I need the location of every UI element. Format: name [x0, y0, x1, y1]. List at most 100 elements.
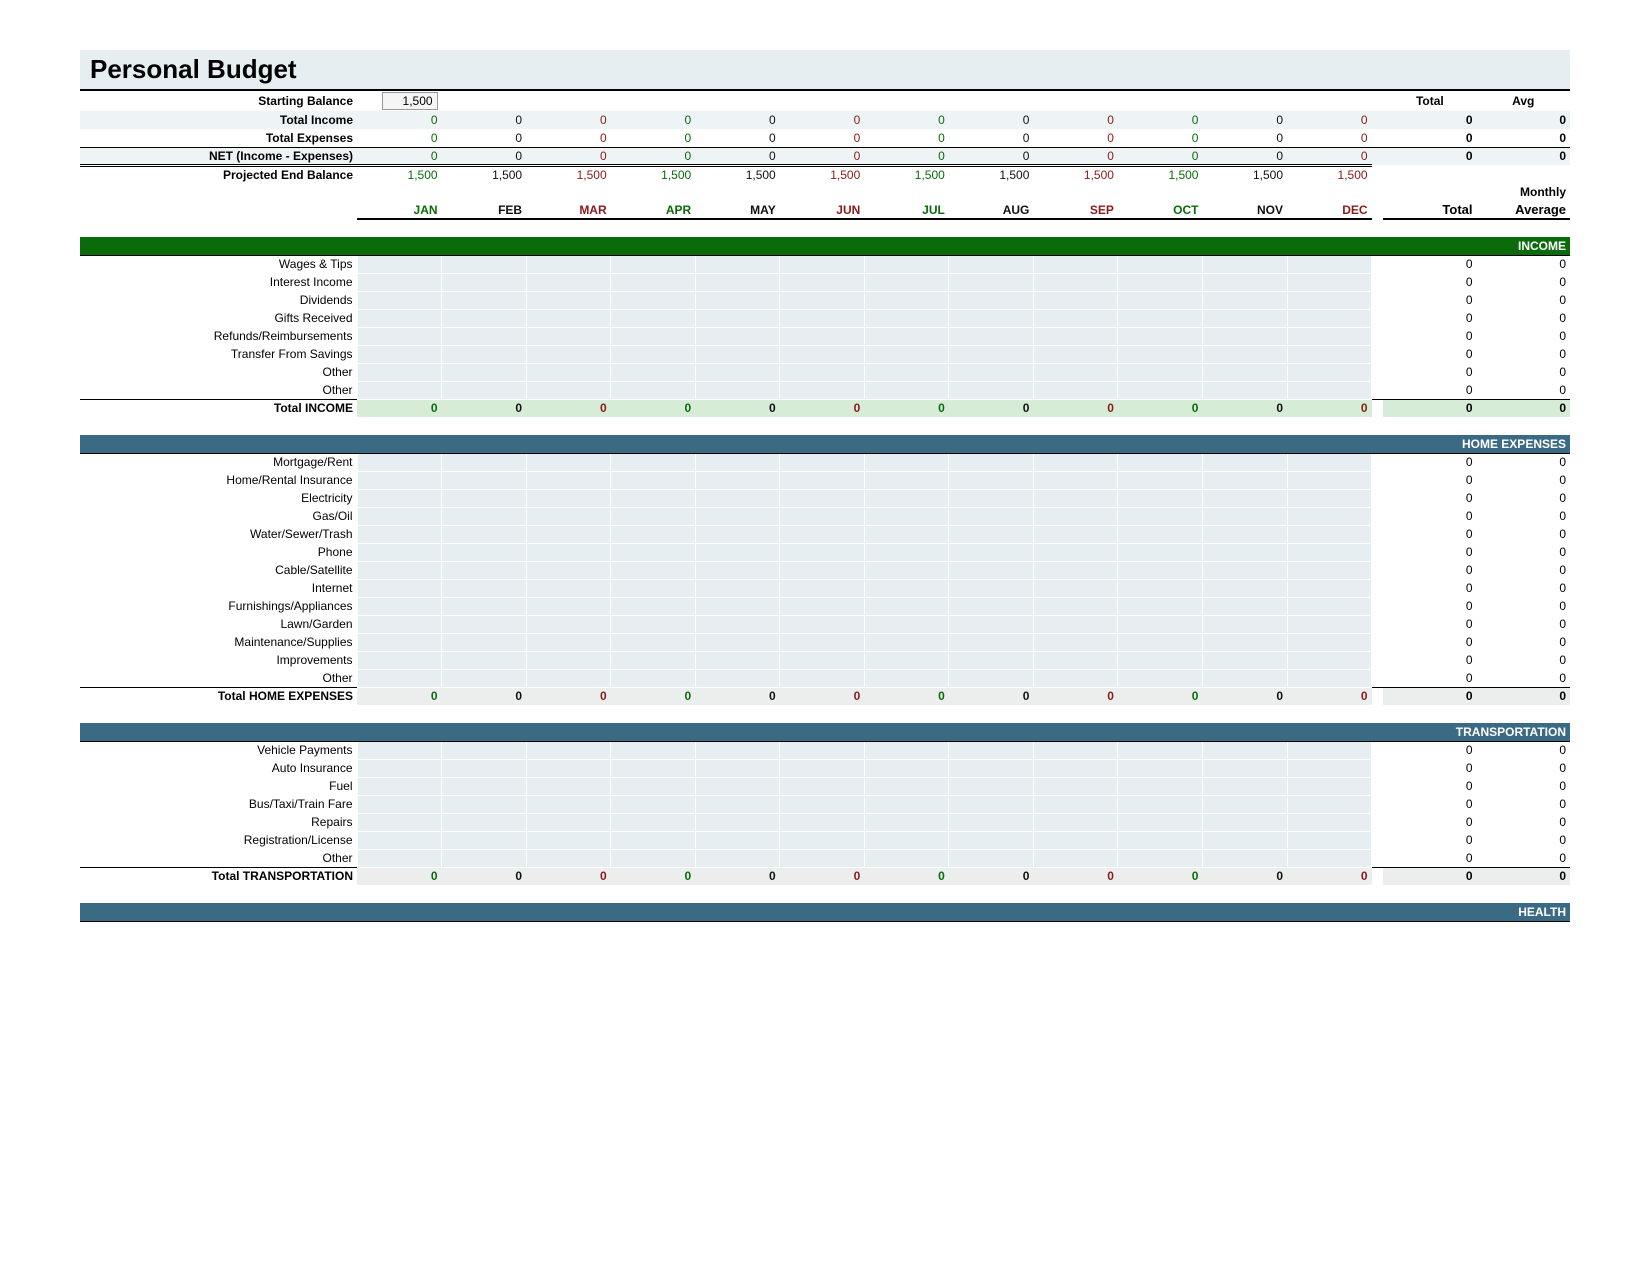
data-cell[interactable] — [442, 309, 527, 327]
data-cell[interactable] — [1202, 327, 1287, 345]
data-cell[interactable] — [1287, 759, 1372, 777]
data-cell[interactable] — [526, 381, 611, 399]
data-cell[interactable] — [695, 579, 780, 597]
data-cell[interactable] — [780, 579, 865, 597]
data-cell[interactable] — [780, 813, 865, 831]
data-cell[interactable] — [357, 597, 442, 615]
data-cell[interactable] — [1033, 561, 1118, 579]
data-cell[interactable] — [1118, 579, 1203, 597]
data-cell[interactable] — [1287, 345, 1372, 363]
data-cell[interactable] — [949, 777, 1034, 795]
data-cell[interactable] — [1287, 579, 1372, 597]
data-cell[interactable] — [1118, 651, 1203, 669]
data-cell[interactable] — [442, 381, 527, 399]
data-cell[interactable] — [526, 471, 611, 489]
data-cell[interactable] — [1033, 255, 1118, 273]
data-cell[interactable] — [357, 507, 442, 525]
data-cell[interactable] — [611, 255, 696, 273]
data-cell[interactable] — [442, 777, 527, 795]
data-cell[interactable] — [780, 543, 865, 561]
data-cell[interactable] — [526, 597, 611, 615]
data-cell[interactable] — [357, 255, 442, 273]
data-cell[interactable] — [695, 453, 780, 471]
data-cell[interactable] — [949, 363, 1034, 381]
data-cell[interactable] — [611, 795, 696, 813]
data-cell[interactable] — [357, 489, 442, 507]
starting-balance-input[interactable]: 1,500 — [382, 92, 438, 110]
data-cell[interactable] — [442, 669, 527, 687]
data-cell[interactable] — [442, 507, 527, 525]
data-cell[interactable] — [357, 561, 442, 579]
data-cell[interactable] — [695, 813, 780, 831]
data-cell[interactable] — [1202, 777, 1287, 795]
data-cell[interactable] — [611, 561, 696, 579]
data-cell[interactable] — [442, 489, 527, 507]
data-cell[interactable] — [1033, 831, 1118, 849]
data-cell[interactable] — [1287, 363, 1372, 381]
data-cell[interactable] — [864, 255, 949, 273]
data-cell[interactable] — [442, 561, 527, 579]
data-cell[interactable] — [949, 561, 1034, 579]
data-cell[interactable] — [864, 615, 949, 633]
data-cell[interactable] — [1118, 471, 1203, 489]
data-cell[interactable] — [1287, 543, 1372, 561]
data-cell[interactable] — [1033, 759, 1118, 777]
data-cell[interactable] — [1202, 813, 1287, 831]
data-cell[interactable] — [949, 309, 1034, 327]
data-cell[interactable] — [864, 309, 949, 327]
data-cell[interactable] — [1033, 597, 1118, 615]
data-cell[interactable] — [1287, 381, 1372, 399]
data-cell[interactable] — [1118, 363, 1203, 381]
data-cell[interactable] — [442, 471, 527, 489]
data-cell[interactable] — [864, 813, 949, 831]
data-cell[interactable] — [1033, 813, 1118, 831]
data-cell[interactable] — [526, 813, 611, 831]
data-cell[interactable] — [864, 633, 949, 651]
data-cell[interactable] — [611, 291, 696, 309]
data-cell[interactable] — [780, 651, 865, 669]
data-cell[interactable] — [526, 615, 611, 633]
data-cell[interactable] — [1118, 597, 1203, 615]
data-cell[interactable] — [695, 345, 780, 363]
data-cell[interactable] — [780, 345, 865, 363]
data-cell[interactable] — [949, 849, 1034, 867]
data-cell[interactable] — [695, 633, 780, 651]
data-cell[interactable] — [695, 543, 780, 561]
data-cell[interactable] — [864, 759, 949, 777]
data-cell[interactable] — [1202, 309, 1287, 327]
data-cell[interactable] — [864, 777, 949, 795]
data-cell[interactable] — [442, 831, 527, 849]
data-cell[interactable] — [357, 309, 442, 327]
data-cell[interactable] — [526, 327, 611, 345]
data-cell[interactable] — [864, 507, 949, 525]
data-cell[interactable] — [1033, 741, 1118, 759]
data-cell[interactable] — [695, 831, 780, 849]
data-cell[interactable] — [695, 849, 780, 867]
data-cell[interactable] — [526, 255, 611, 273]
data-cell[interactable] — [695, 597, 780, 615]
data-cell[interactable] — [949, 669, 1034, 687]
data-cell[interactable] — [864, 273, 949, 291]
data-cell[interactable] — [1287, 309, 1372, 327]
data-cell[interactable] — [611, 381, 696, 399]
data-cell[interactable] — [611, 633, 696, 651]
data-cell[interactable] — [949, 381, 1034, 399]
data-cell[interactable] — [780, 669, 865, 687]
data-cell[interactable] — [1118, 327, 1203, 345]
data-cell[interactable] — [1202, 651, 1287, 669]
data-cell[interactable] — [1118, 543, 1203, 561]
data-cell[interactable] — [1202, 255, 1287, 273]
data-cell[interactable] — [357, 831, 442, 849]
data-cell[interactable] — [780, 831, 865, 849]
data-cell[interactable] — [695, 363, 780, 381]
data-cell[interactable] — [611, 831, 696, 849]
data-cell[interactable] — [526, 525, 611, 543]
data-cell[interactable] — [1118, 309, 1203, 327]
data-cell[interactable] — [864, 381, 949, 399]
data-cell[interactable] — [1033, 525, 1118, 543]
data-cell[interactable] — [695, 795, 780, 813]
data-cell[interactable] — [864, 669, 949, 687]
data-cell[interactable] — [949, 813, 1034, 831]
data-cell[interactable] — [611, 759, 696, 777]
data-cell[interactable] — [780, 309, 865, 327]
